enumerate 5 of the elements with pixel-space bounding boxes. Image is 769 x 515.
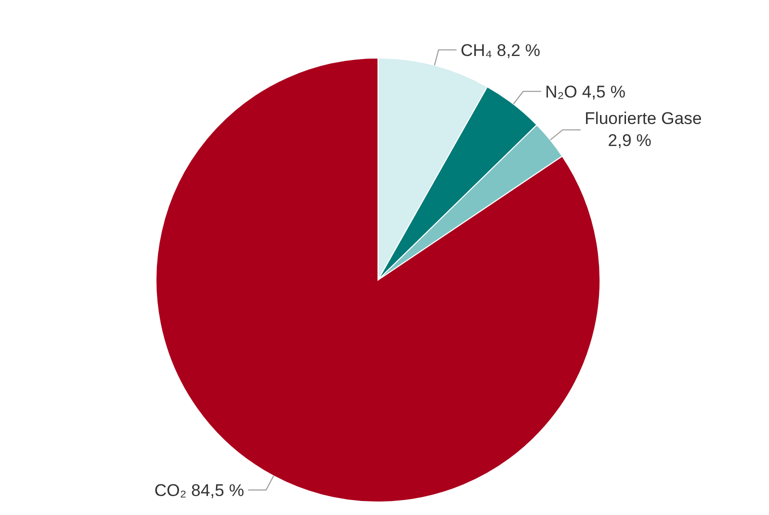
slice-label: CH₄ 8,2 % [460,40,540,60]
slice-label: N₂O 4,5 % [545,82,626,102]
data-label: 2,9 % [608,130,652,150]
slice-label: CO₂ 84,5 % [154,481,244,500]
slice-label: Fluorierte Gase [584,108,702,128]
